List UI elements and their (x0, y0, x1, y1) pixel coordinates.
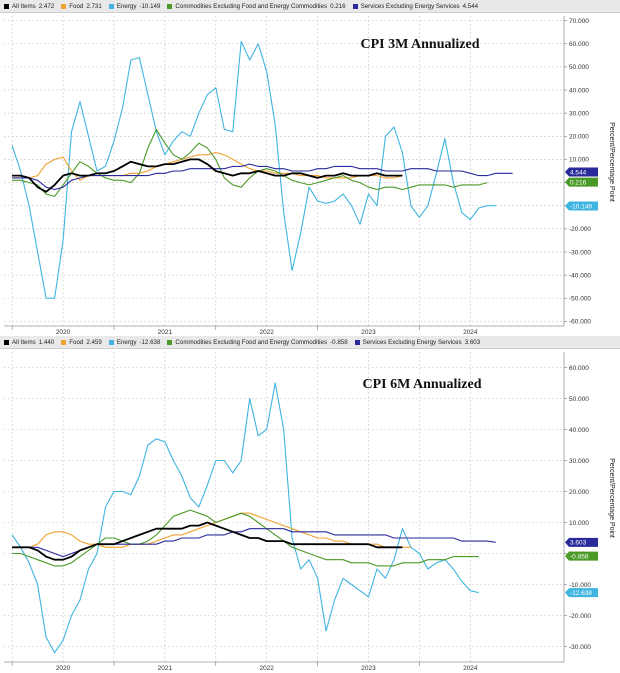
x-tick-label: 2022 (259, 329, 274, 336)
x-tick-label: 2020 (56, 665, 71, 672)
y-tick-label: 20.000 (569, 134, 589, 141)
value-tag-bg (565, 537, 598, 547)
series-line-all-items (12, 521, 403, 561)
y-tick-label: -20.000 (569, 226, 591, 233)
value-tag-text: -12.638 (570, 590, 592, 597)
y-tick-label: 70.000 (569, 18, 589, 25)
x-tick-label: 2024 (463, 665, 478, 672)
legend-swatch (352, 3, 358, 9)
y-tick-label: -30.000 (569, 644, 591, 651)
series-lines (11, 382, 496, 654)
chart-title: CPI 3M Annualized (360, 37, 479, 52)
y-tick-label: 60.000 (569, 41, 589, 48)
chart-legend: All Items 2.472 Food 2.731 Energy -10.149 C… (0, 0, 620, 13)
value-tag-commodities: 0.216 (565, 177, 598, 187)
value-tag-bg (565, 201, 598, 211)
grid (4, 352, 564, 662)
x-tick-label: 2020 (56, 329, 71, 336)
legend-item-services: Services Excluding Energy Services 4.544 (352, 3, 478, 10)
series-line-energy (11, 382, 479, 654)
value-tag-services: 3.603 (565, 537, 598, 547)
series-line-all-items (12, 158, 403, 193)
y-tick-label: -50.000 (569, 296, 591, 303)
y-tick-label: -20.000 (569, 613, 591, 620)
y-tick-label: -30.000 (569, 249, 591, 256)
y-tick-label: 50.000 (569, 64, 589, 71)
x-tick-label: 2021 (158, 665, 173, 672)
legend-swatch (108, 3, 114, 9)
y-tick-label: 10.000 (569, 520, 589, 527)
y-axis-label: Percent/Percentage Point (608, 458, 615, 538)
legend-swatch (167, 339, 173, 345)
cpi-3m-chart: 70.000 60.000 50.000 40.000 30.000 20.000 10.0… (4, 16, 615, 336)
legend-swatch (354, 339, 360, 345)
legend-swatch (4, 339, 9, 345)
y-tick-label: -40.000 (569, 272, 591, 279)
legend-item-food: Food 2.731 (61, 3, 102, 10)
series-line-commodities (12, 509, 479, 567)
x-tick-label: 2021 (158, 329, 173, 336)
value-tag-text: 0.216 (570, 179, 587, 186)
series-line-commodities (12, 128, 488, 197)
value-tag-text: -10.149 (570, 203, 592, 210)
y-tick-label: 30.000 (569, 110, 589, 117)
value-tag-bg (565, 551, 598, 561)
value-tag-services: 4.544 (565, 167, 598, 177)
legend-swatch (61, 339, 67, 345)
x-tick-label: 2023 (361, 665, 376, 672)
series-line-food (12, 512, 411, 548)
value-tag-text: 3.603 (570, 540, 587, 547)
series-lines (11, 40, 513, 299)
legend-item-commodities: Commodities Excluding Food and Energy Co… (167, 3, 346, 10)
y-tick-label: 10.000 (569, 157, 589, 164)
cpi-6m-chart: 60.00050.00040.00030.00020.00010.0000.00… (4, 352, 615, 672)
legend-item-energy: Energy -10.149 (108, 3, 160, 10)
legend-item-all-items: All Items 2.472 (4, 3, 54, 10)
y-axis-label: Percent/Percentage Point (608, 122, 615, 202)
value-tag-bg (565, 177, 598, 187)
x-tick-label: 2024 (463, 329, 478, 336)
value-tag-text: -0.858 (570, 553, 589, 560)
legend-item-energy: Energy -12.638 (108, 339, 160, 346)
chart-title: CPI 6M Annualized (362, 377, 481, 392)
chart-legend: All Items 1.440 Food 2.459 Energy -12.638 C… (0, 336, 620, 349)
x-tick-label: 2022 (259, 665, 274, 672)
value-tag-bg (565, 588, 598, 598)
y-tick-label: 30.000 (569, 458, 589, 465)
legend-item-services: Services Excluding Energy Services 3.603 (354, 339, 480, 346)
legend-swatch (167, 3, 173, 9)
y-tick-label: 40.000 (569, 87, 589, 94)
series-line-food (12, 151, 403, 181)
legend-item-commodities: Commodities Excluding Food and Energy Co… (167, 339, 348, 346)
value-tag-text: 4.544 (570, 169, 587, 176)
y-tick-label: 60.000 (569, 365, 589, 372)
legend-swatch (4, 3, 9, 9)
legend-swatch (61, 3, 67, 9)
legend-item-all-items: All Items 1.440 (4, 339, 54, 346)
y-tick-label: 20.000 (569, 489, 589, 496)
legend-swatch (108, 339, 114, 345)
y-tick-label: 50.000 (569, 396, 589, 403)
x-tick-label: 2023 (361, 329, 376, 336)
value-tag-energy: -10.149 (565, 201, 598, 211)
y-tick-label: -60.000 (569, 319, 591, 326)
value-tag-commodities: -0.858 (565, 551, 598, 561)
y-tick-label: 40.000 (569, 427, 589, 434)
series-line-services (12, 163, 513, 191)
legend-item-food: Food 2.459 (61, 339, 102, 346)
cpi-3m-panel: All Items 2.472 Food 2.731 Energy -10.149 C… (0, 0, 620, 336)
y-tick-label: -10.000 (569, 582, 591, 589)
value-tag-energy: -12.638 (565, 588, 598, 598)
grid (4, 16, 564, 326)
value-tag-bg (565, 167, 598, 177)
series-line-energy (11, 40, 496, 299)
cpi-6m-panel: All Items 1.440 Food 2.459 Energy -12.638 C… (0, 336, 620, 673)
